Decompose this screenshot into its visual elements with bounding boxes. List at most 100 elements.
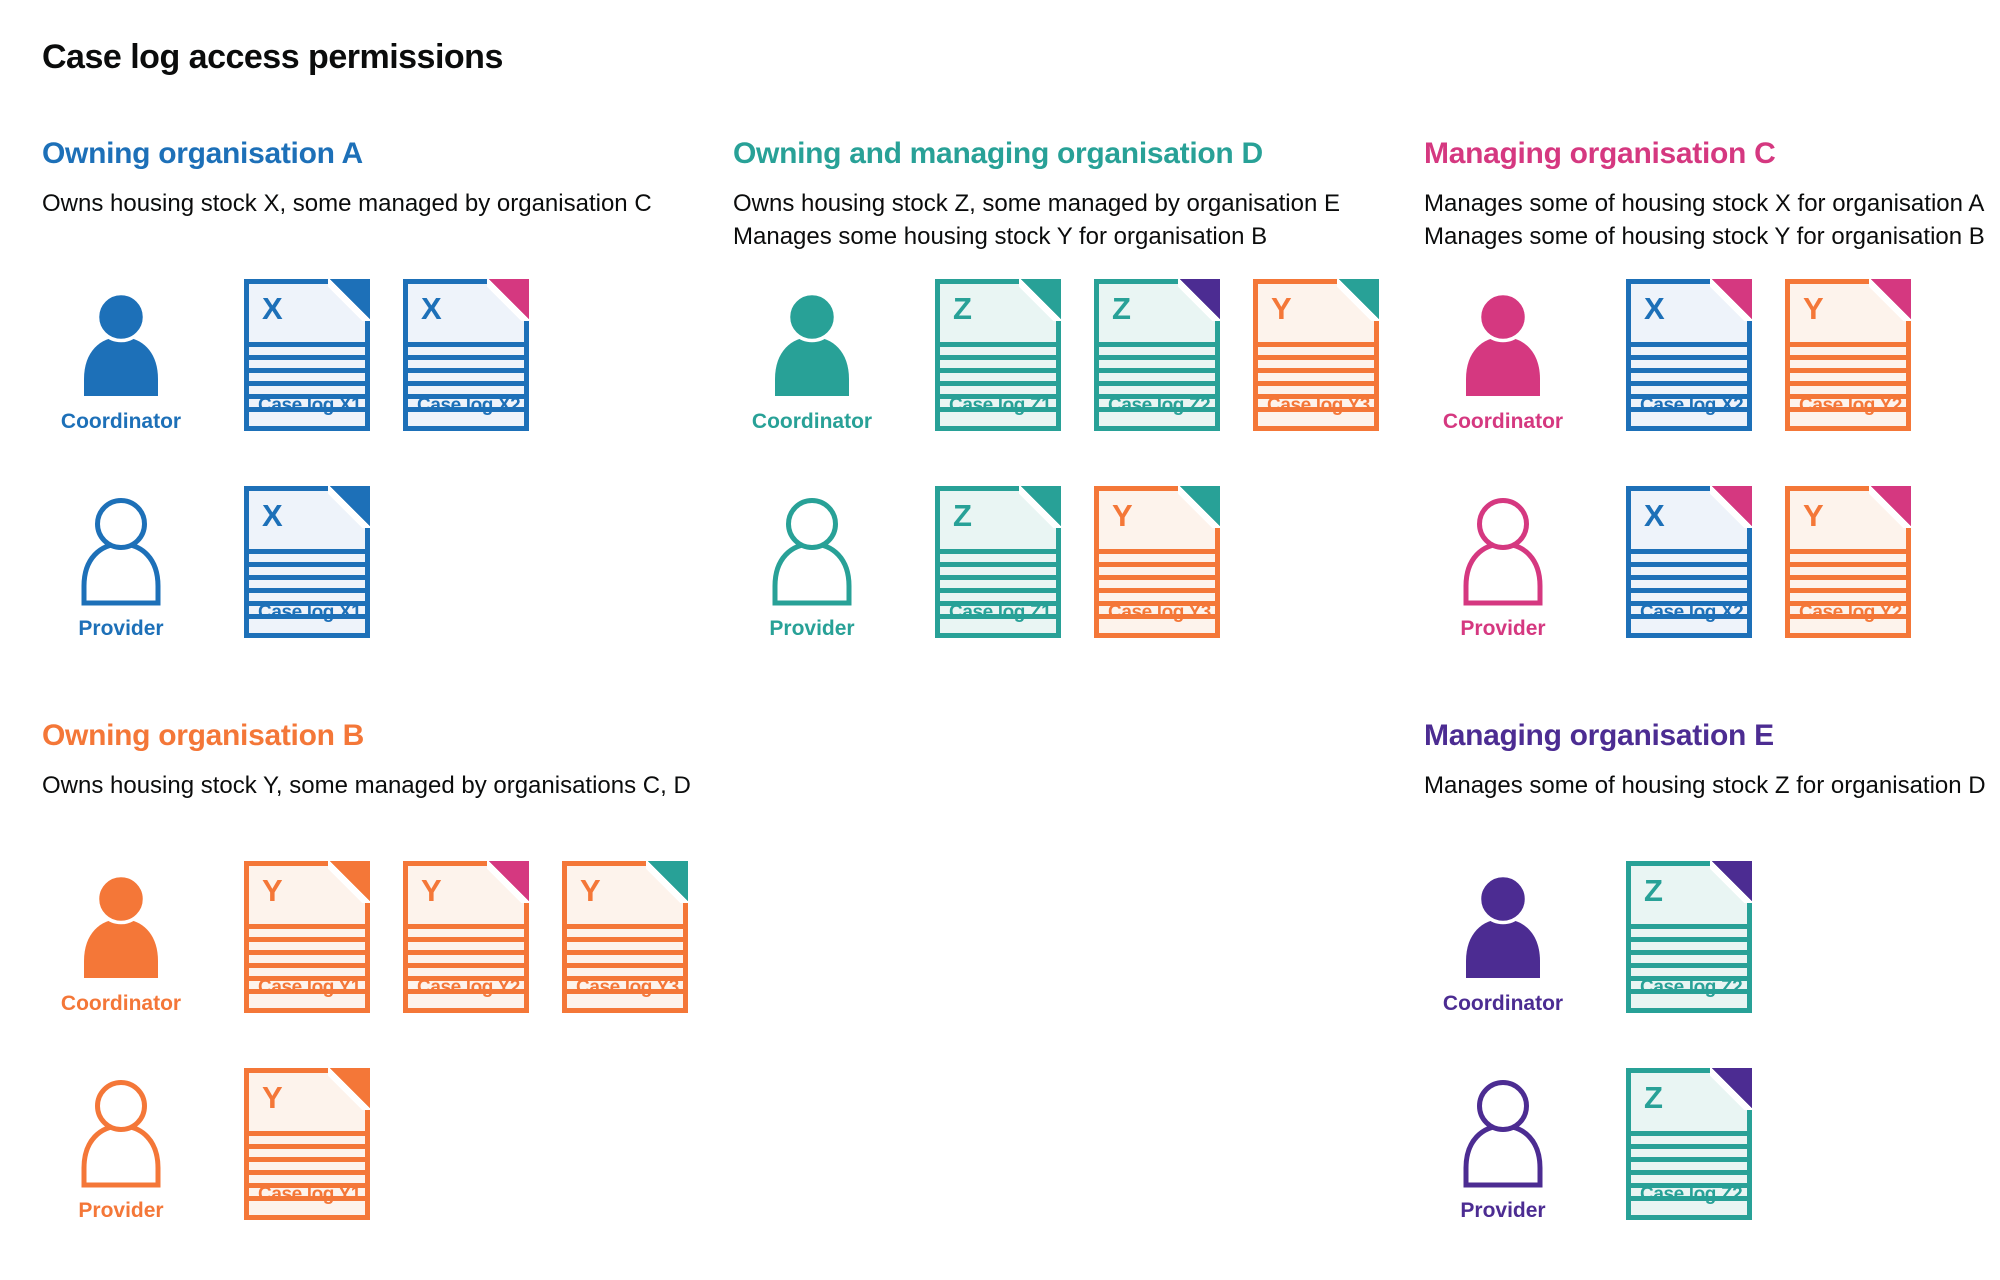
document-text-line bbox=[1258, 342, 1374, 347]
section-description: Manages some of housing stock X for orga… bbox=[1424, 187, 2000, 253]
person: Provider bbox=[733, 486, 891, 641]
document-text-line bbox=[249, 924, 365, 929]
description-line: Owns housing stock Y, some managed by or… bbox=[42, 772, 691, 799]
document-text-line bbox=[1631, 601, 1747, 606]
case-log-label: Case log Z2 bbox=[1640, 1184, 1743, 1205]
text-lines-icon bbox=[1790, 549, 1906, 619]
page-title: Case log access permissions bbox=[42, 38, 503, 76]
role-label: Coordinator bbox=[1442, 992, 1564, 1015]
document-text-line bbox=[1099, 407, 1215, 412]
document-text-line bbox=[249, 407, 365, 412]
document-text-line bbox=[1258, 355, 1374, 360]
person-icon bbox=[71, 498, 171, 611]
person: Provider bbox=[1424, 1068, 1582, 1223]
document-text-line bbox=[940, 614, 1056, 619]
person-icon bbox=[1453, 291, 1553, 404]
case-log-document: X Case log X2 bbox=[403, 279, 529, 431]
text-lines-icon bbox=[1099, 342, 1215, 412]
case-log-document: Y Case log Y3 bbox=[1253, 279, 1379, 431]
document-list: X Case log X2 Y Case log Y2 bbox=[1626, 486, 1911, 638]
case-log-label: Case log Y1 bbox=[258, 1184, 361, 1205]
person-icon bbox=[1453, 873, 1553, 986]
case-log-label: Case log Y1 bbox=[258, 977, 361, 998]
person-icon bbox=[71, 873, 171, 986]
text-lines-icon bbox=[1631, 342, 1747, 412]
case-log-label: Case log Z2 bbox=[1108, 395, 1211, 416]
stock-letter: X bbox=[262, 291, 283, 326]
text-lines-icon bbox=[1631, 924, 1747, 994]
case-log-document: X Case log X1 bbox=[244, 279, 370, 431]
stock-letter: Z bbox=[953, 498, 972, 533]
document-text-line bbox=[1631, 355, 1747, 360]
document-text-line bbox=[567, 989, 683, 994]
document-list: Y Case log Y1 Y Case log Y2 Y Case log Y… bbox=[244, 861, 688, 1013]
permission-row-provider: Provider Z Case log Z1 Y Case log Y3 bbox=[733, 486, 1424, 641]
document-text-line bbox=[1790, 394, 1906, 399]
section-heading: Managing organisation E bbox=[1424, 719, 1774, 752]
document-text-line bbox=[249, 937, 365, 942]
document-text-line bbox=[940, 407, 1056, 412]
role-label: Provider bbox=[1460, 1199, 1546, 1222]
document-list: Z Case log Z1 Y Case log Y3 bbox=[935, 486, 1220, 638]
document-text-line bbox=[1631, 937, 1747, 942]
role-label: Provider bbox=[78, 617, 164, 640]
document-list: Z Case log Z2 bbox=[1626, 1068, 1752, 1220]
description-line: Manages some housing stock Y for organis… bbox=[733, 223, 1268, 250]
case-log-label: Case log X2 bbox=[1640, 395, 1744, 416]
case-log-document: Z Case log Z1 bbox=[935, 486, 1061, 638]
case-log-label: Case log Y3 bbox=[1267, 395, 1370, 416]
person-silhouette-icon bbox=[84, 291, 158, 396]
person-icon bbox=[762, 291, 862, 404]
document-text-line bbox=[1258, 381, 1374, 386]
document-list: X Case log X1 bbox=[244, 486, 370, 638]
case-log-document: Y Case log Y2 bbox=[1785, 486, 1911, 638]
document-text-line bbox=[408, 989, 524, 994]
document-text-line bbox=[940, 342, 1056, 347]
role-label: Provider bbox=[1460, 617, 1546, 640]
document-text-line bbox=[249, 381, 365, 386]
document-text-line bbox=[567, 950, 683, 955]
document-text-line bbox=[249, 963, 365, 968]
permission-row-provider: Provider Y Case log Y1 bbox=[42, 1068, 733, 1223]
document-text-line bbox=[1790, 355, 1906, 360]
person: Provider bbox=[42, 1068, 200, 1223]
document-text-line bbox=[408, 342, 524, 347]
permission-rows: Coordinator Y Case log Y1 Y Case log Y2 … bbox=[42, 861, 733, 1223]
case-log-document: Y Case log Y2 bbox=[1785, 279, 1911, 431]
stock-letter: Y bbox=[421, 873, 442, 908]
document-text-line bbox=[567, 976, 683, 981]
document-text-line bbox=[940, 381, 1056, 386]
document-text-line bbox=[1099, 549, 1215, 554]
document-text-line bbox=[1631, 549, 1747, 554]
document-text-line bbox=[940, 549, 1056, 554]
document-text-line bbox=[1631, 1131, 1747, 1136]
permission-row-coordinator: Coordinator Z Case log Z1 Z Case log Z2 … bbox=[733, 279, 1424, 434]
text-lines-icon bbox=[1099, 549, 1215, 619]
stock-letter: Z bbox=[953, 291, 972, 326]
document-text-line bbox=[1631, 1157, 1747, 1162]
role-label: Coordinator bbox=[1442, 410, 1564, 433]
case-log-document: Y Case log Y3 bbox=[1094, 486, 1220, 638]
document-text-line bbox=[249, 989, 365, 994]
person-icon bbox=[71, 291, 171, 404]
text-lines-icon bbox=[249, 342, 365, 412]
document-list: X Case log X2 Y Case log Y2 bbox=[1626, 279, 1911, 431]
document-text-line bbox=[1790, 588, 1906, 593]
text-lines-icon bbox=[249, 924, 365, 994]
role-label: Coordinator bbox=[751, 410, 873, 433]
document-text-line bbox=[408, 381, 524, 386]
owning-and-managing-organisation-d: Owning and managing organisation D Owns … bbox=[733, 137, 1424, 719]
document-text-line bbox=[1790, 562, 1906, 567]
person: Coordinator bbox=[42, 861, 200, 1016]
document-text-line bbox=[249, 368, 365, 373]
document-text-line bbox=[1099, 355, 1215, 360]
case-log-label: Case log Y3 bbox=[576, 977, 679, 998]
stock-letter: Y bbox=[1803, 291, 1824, 326]
document-text-line bbox=[408, 924, 524, 929]
document-text-line bbox=[249, 1183, 365, 1188]
section-description: Owns housing stock X, some managed by or… bbox=[42, 187, 733, 253]
role-label: Coordinator bbox=[60, 410, 182, 433]
person-icon bbox=[762, 498, 862, 611]
description-line: Owns housing stock Z, some managed by or… bbox=[733, 190, 1340, 217]
role-label: Provider bbox=[78, 1199, 164, 1222]
